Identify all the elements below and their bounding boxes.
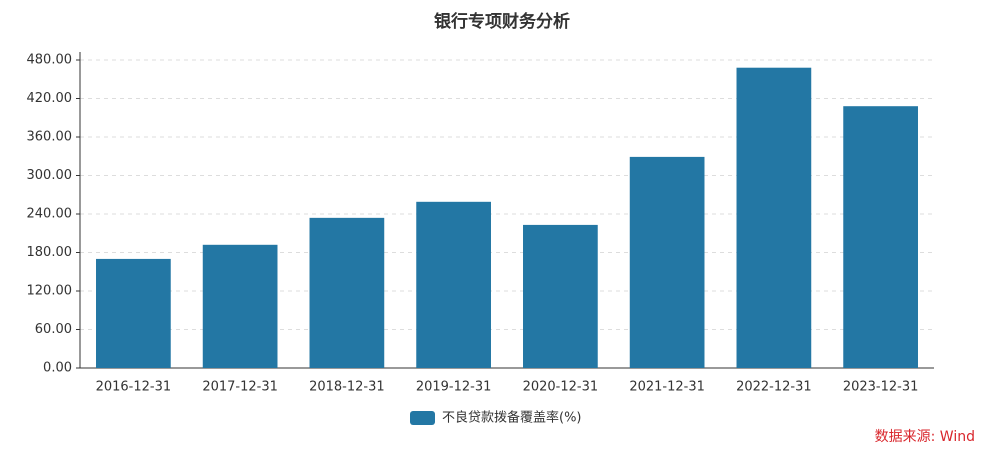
x-tick-label: 2022-12-31	[736, 380, 812, 395]
y-tick-label: 360.00	[27, 130, 73, 145]
bar	[416, 201, 491, 368]
bar	[96, 258, 171, 368]
bar	[843, 106, 918, 368]
bar	[523, 224, 598, 368]
y-tick-label: 120.00	[27, 284, 73, 299]
y-tick-label: 0.00	[43, 361, 72, 376]
y-tick-label: 180.00	[27, 245, 73, 260]
y-tick-label: 240.00	[27, 207, 73, 222]
x-tick-label: 2016-12-31	[96, 380, 172, 395]
x-tick-label: 2023-12-31	[843, 380, 919, 395]
source-note: 数据来源: Wind	[875, 429, 975, 445]
legend-swatch	[410, 411, 435, 425]
y-tick-label: 480.00	[27, 53, 73, 68]
bar	[202, 244, 278, 368]
x-tick-label: 2018-12-31	[309, 380, 385, 395]
chart-title: 银行专项财务分析	[434, 11, 570, 32]
bar	[309, 217, 385, 368]
bar	[736, 67, 812, 368]
x-tick-label: 2021-12-31	[629, 380, 705, 395]
x-tick-label: 2019-12-31	[416, 380, 492, 395]
x-tick-label: 2017-12-31	[202, 380, 278, 395]
bar	[629, 156, 705, 368]
legend-label: 不良贷款拨备覆盖率(%)	[442, 410, 582, 426]
y-tick-label: 300.00	[27, 168, 73, 183]
x-tick-label: 2020-12-31	[523, 380, 599, 395]
y-tick-label: 420.00	[27, 91, 73, 106]
y-tick-label: 60.00	[35, 322, 72, 337]
